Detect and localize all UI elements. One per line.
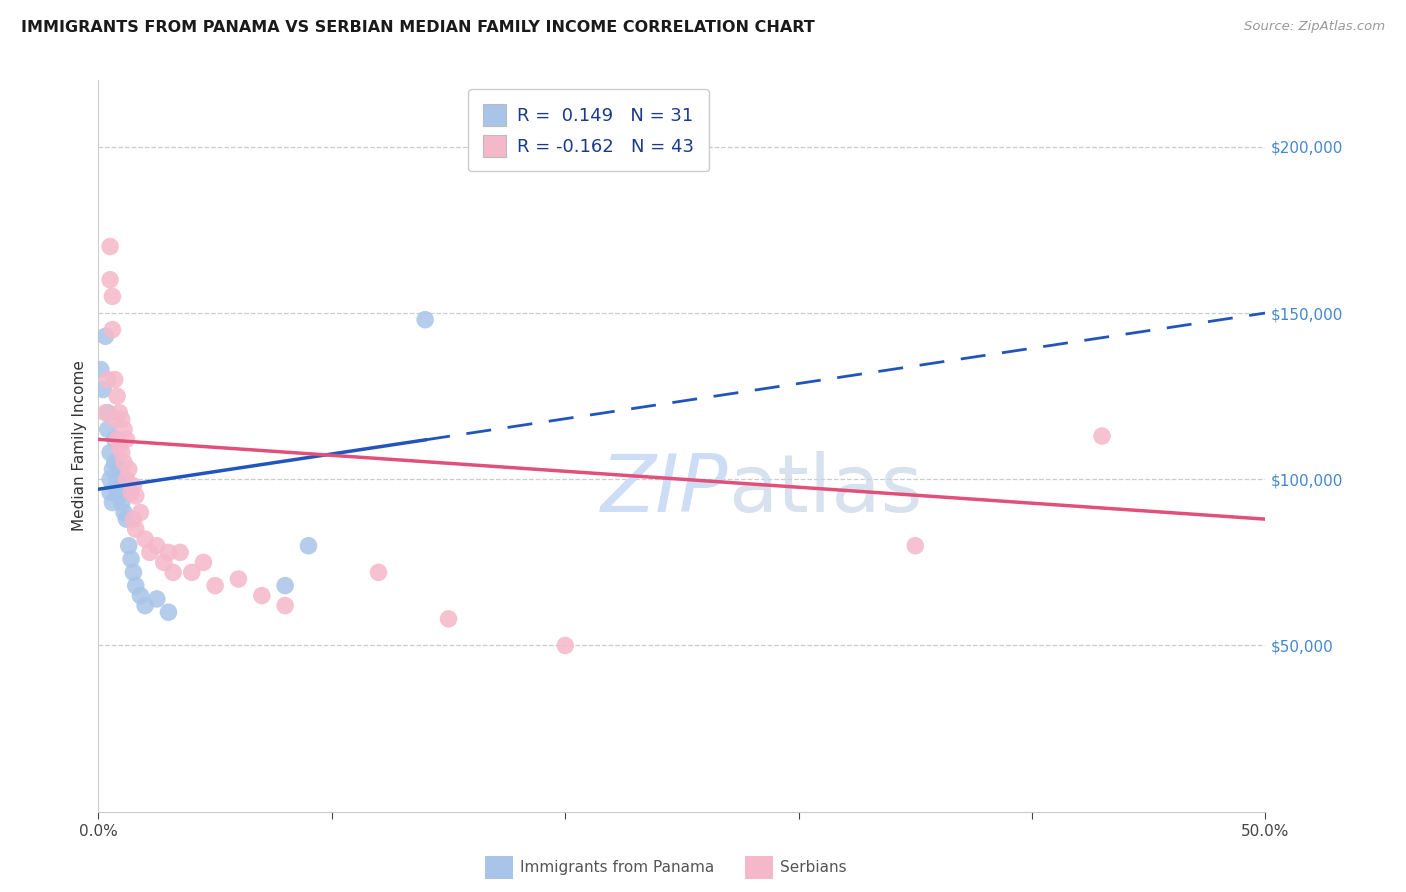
Point <box>146 539 169 553</box>
Point <box>108 439 131 453</box>
Point <box>169 545 191 559</box>
Point <box>111 472 134 486</box>
Point <box>91 383 114 397</box>
Point <box>108 462 131 476</box>
Point <box>250 589 273 603</box>
Point <box>122 479 145 493</box>
Point <box>413 312 436 326</box>
Point <box>111 412 134 426</box>
Text: IMMIGRANTS FROM PANAMA VS SERBIAN MEDIAN FAMILY INCOME CORRELATION CHART: IMMIGRANTS FROM PANAMA VS SERBIAN MEDIAN… <box>21 20 815 35</box>
Point <box>274 579 297 593</box>
Point <box>554 639 576 653</box>
Point <box>157 605 180 619</box>
Point <box>118 539 141 553</box>
Point <box>193 555 215 569</box>
Point <box>94 406 117 420</box>
Point <box>129 506 152 520</box>
Point <box>146 591 169 606</box>
Point <box>134 599 156 613</box>
Point <box>112 422 135 436</box>
Point <box>105 389 128 403</box>
Point <box>98 445 121 459</box>
Point <box>97 422 120 436</box>
Point <box>134 532 156 546</box>
Point <box>105 433 128 447</box>
Point <box>204 579 226 593</box>
Point <box>105 472 128 486</box>
Point <box>367 566 389 580</box>
Point <box>152 555 174 569</box>
Point <box>139 545 162 559</box>
Point <box>104 372 127 386</box>
Point <box>297 539 319 553</box>
Point <box>115 512 138 526</box>
Point <box>90 362 112 376</box>
Point <box>157 545 180 559</box>
Point <box>105 485 128 500</box>
Point <box>122 566 145 580</box>
Point <box>104 412 127 426</box>
Text: ZIP: ZIP <box>602 450 728 529</box>
Point <box>101 289 124 303</box>
Point <box>115 433 138 447</box>
Point <box>228 572 250 586</box>
Point <box>101 462 124 476</box>
Point <box>274 599 297 613</box>
Point <box>112 506 135 520</box>
Point <box>97 406 120 420</box>
Point <box>94 329 117 343</box>
Text: Immigrants from Panama: Immigrants from Panama <box>520 861 714 875</box>
Point <box>180 566 202 580</box>
Point <box>98 472 121 486</box>
Point <box>118 462 141 476</box>
Point <box>104 433 127 447</box>
Point <box>1091 429 1114 443</box>
Text: Source: ZipAtlas.com: Source: ZipAtlas.com <box>1244 20 1385 33</box>
Text: Serbians: Serbians <box>780 861 846 875</box>
Point <box>98 239 121 253</box>
Point <box>162 566 184 580</box>
Point <box>101 495 124 509</box>
Y-axis label: Median Family Income: Median Family Income <box>72 360 87 532</box>
Point <box>108 406 131 420</box>
Point <box>904 539 927 553</box>
Point <box>125 522 148 536</box>
Point <box>129 589 152 603</box>
Legend: R =  0.149   N = 31, R = -0.162   N = 43: R = 0.149 N = 31, R = -0.162 N = 43 <box>468 89 709 171</box>
Point <box>97 372 120 386</box>
Point <box>437 612 460 626</box>
Point <box>111 495 134 509</box>
Point <box>104 456 127 470</box>
Point <box>122 512 145 526</box>
Point <box>112 456 135 470</box>
Text: atlas: atlas <box>728 450 922 529</box>
Point <box>120 552 142 566</box>
Point <box>125 579 148 593</box>
Point <box>108 489 131 503</box>
Point <box>98 273 121 287</box>
Point <box>111 445 134 459</box>
Point <box>98 485 121 500</box>
Point <box>101 323 124 337</box>
Point <box>125 489 148 503</box>
Point <box>115 472 138 486</box>
Point <box>120 485 142 500</box>
